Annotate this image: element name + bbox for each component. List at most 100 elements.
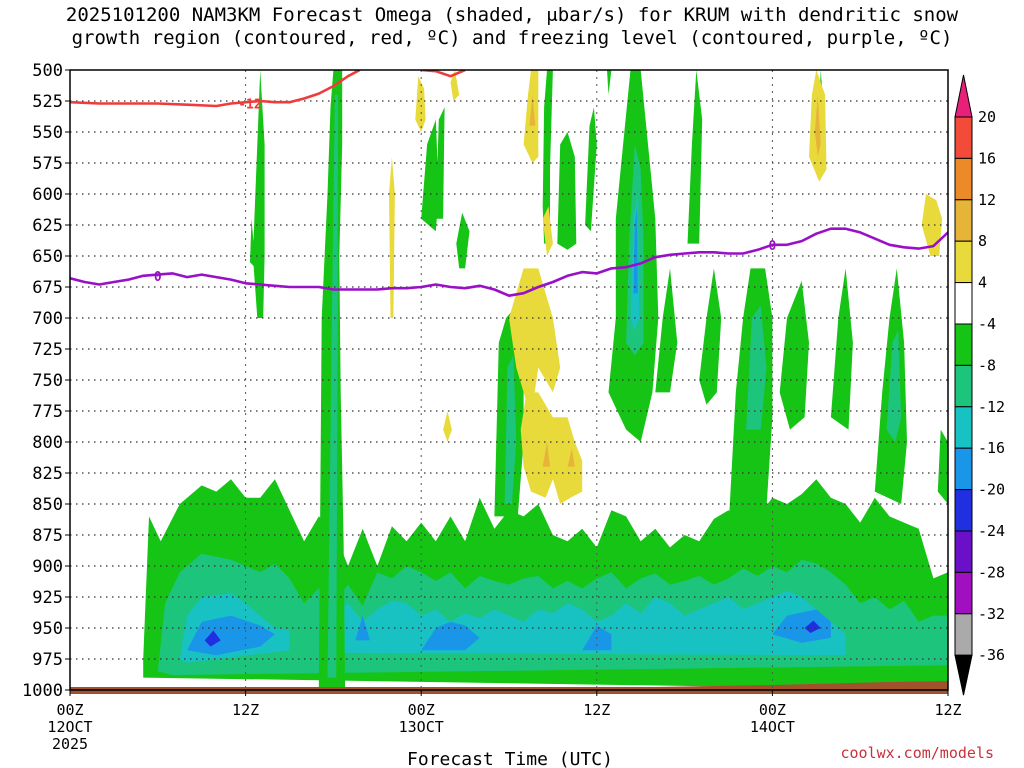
omega-region-neg16	[355, 615, 370, 641]
dgz-minus12-contour-segment	[421, 70, 466, 78]
y-tick-label: 975	[32, 650, 63, 670]
y-tick-label: 750	[32, 371, 63, 391]
dgz-minus12-contour	[70, 70, 361, 108]
omega-region-neg8	[327, 94, 338, 678]
omega-region-neg4	[937, 429, 948, 504]
colorbar-swatch-neg4	[954, 323, 973, 366]
omega-region-pos4	[542, 206, 553, 256]
y-tick-label: 1000	[22, 681, 63, 701]
omega-region-neg16	[772, 609, 831, 643]
y-tick-label: 700	[32, 309, 63, 329]
colorbar-label: -32	[978, 605, 1005, 623]
omega-region-neg4	[779, 280, 809, 430]
omega-region-neg4	[687, 70, 703, 244]
omega-region-pos8	[529, 94, 536, 126]
colorbar-swatch-pos8	[954, 199, 973, 242]
colorbar-swatch-neg28	[954, 571, 973, 615]
omega-region-neg4	[456, 212, 470, 269]
x-tick-label: 12Z	[934, 701, 961, 719]
omega-region-neg4	[435, 107, 445, 219]
omega-region-neg16	[633, 206, 638, 294]
x-axis-title: Forecast Time (UTC)	[407, 749, 613, 768]
omega-region-neg8	[504, 355, 517, 504]
contour-layer: -12 0 0	[70, 70, 948, 297]
y-tick-label: 875	[32, 526, 63, 546]
colorbar-label: 20	[978, 108, 996, 126]
omega-region-pos4	[921, 194, 943, 256]
omega-shading-layer	[143, 70, 948, 690]
omega-region-neg4	[830, 268, 853, 430]
colorbar-swatch-pos16	[954, 116, 973, 159]
omega-region-pos4	[389, 156, 395, 318]
y-tick-label: 725	[32, 340, 63, 360]
colorbar-label: -24	[978, 522, 1005, 540]
colorbar-swatch-neg24	[954, 530, 973, 573]
y-tick-label: 600	[32, 185, 63, 205]
omega-region-pos4	[450, 70, 460, 101]
freezing-level-label: 0	[768, 239, 776, 254]
colorbar-swatch-neg12	[954, 406, 973, 449]
chart-title-line-2: growth region (contoured, red, ºC) and f…	[71, 27, 953, 49]
y-tick-label: 850	[32, 495, 63, 515]
chart-title-line-1: 2025101200 NAM3KM Forecast Omega (shaded…	[65, 4, 959, 26]
colorbar-label: 8	[978, 232, 987, 250]
omega-region-neg4	[585, 107, 597, 232]
colorbar-label: 12	[978, 191, 996, 209]
omega-region-neg20	[204, 630, 221, 647]
omega-region-neg16	[421, 621, 480, 651]
colorbar-label: -12	[978, 398, 1005, 416]
y-tick-label: 525	[32, 92, 63, 112]
colorbar-label: -8	[978, 356, 996, 374]
omega-region-neg4	[421, 119, 439, 232]
colorbar-label: -16	[978, 439, 1005, 457]
colorbar-label: -20	[978, 481, 1005, 499]
omega-region-neg8	[746, 305, 767, 430]
omega-region-neg8	[886, 330, 902, 442]
y-tick-label: 550	[32, 123, 63, 143]
y-tick-label: 775	[32, 402, 63, 422]
omega-region-pos8	[542, 442, 550, 467]
colorbar-swatch-neg16	[954, 447, 973, 491]
y-tick-label: 575	[32, 154, 63, 174]
y-tick-label: 800	[32, 433, 63, 453]
freezing-level-contour	[70, 227, 948, 297]
grid-layer	[70, 70, 948, 690]
omega-region-neg4	[542, 70, 553, 244]
omega-region-neg4	[699, 268, 722, 405]
colorbar-label: -36	[978, 646, 1005, 664]
omega-region-neg4	[557, 132, 577, 250]
axis-label-layer: 500 525 550 575 600 625 650 675 700 725 750 775 800 8…	[22, 61, 962, 753]
y-tick-label: 825	[32, 464, 63, 484]
freezing-level-label: 0	[154, 270, 162, 285]
x-tick-label: 00Z	[759, 701, 786, 719]
omega-region-pos4	[443, 411, 452, 442]
omega-region-neg4	[655, 268, 678, 393]
omega-region-neg20	[804, 620, 821, 633]
omega-region-pos4	[415, 76, 426, 132]
y-tick-label: 950	[32, 619, 63, 639]
omega-region-neg16	[187, 615, 275, 656]
x-tick-label: 12Z	[232, 701, 259, 719]
y-tick-label: 625	[32, 216, 63, 236]
omega-region-pos4	[509, 268, 561, 418]
omega-region-neg4	[252, 70, 265, 318]
colorbar-label: 4	[978, 274, 987, 292]
x-tick-label: 14OCT	[750, 718, 795, 736]
x-tick-label: 12Z	[583, 701, 610, 719]
colorbar-swatch-neg32	[954, 613, 973, 656]
dgz-contour-label: -12	[238, 97, 261, 112]
colorbar-cap-top	[954, 74, 973, 118]
y-tick-label: 925	[32, 588, 63, 608]
colorbar: 20 16 12 8 4 -4 -8 -12 -16 -20 -24 -28 -32 -36	[954, 74, 1005, 696]
x-tick-label: 00Z	[408, 701, 435, 719]
y-tick-label: 675	[32, 278, 63, 298]
y-tick-label: 500	[32, 61, 63, 81]
colorbar-label: -4	[978, 315, 996, 333]
omega-region-pos4	[520, 392, 583, 504]
colorbar-label: -28	[978, 563, 1005, 581]
y-tick-label: 900	[32, 557, 63, 577]
colorbar-label: 16	[978, 149, 996, 167]
x-tick-label: 13OCT	[399, 718, 444, 736]
x-tick-label: 2025	[52, 735, 88, 753]
